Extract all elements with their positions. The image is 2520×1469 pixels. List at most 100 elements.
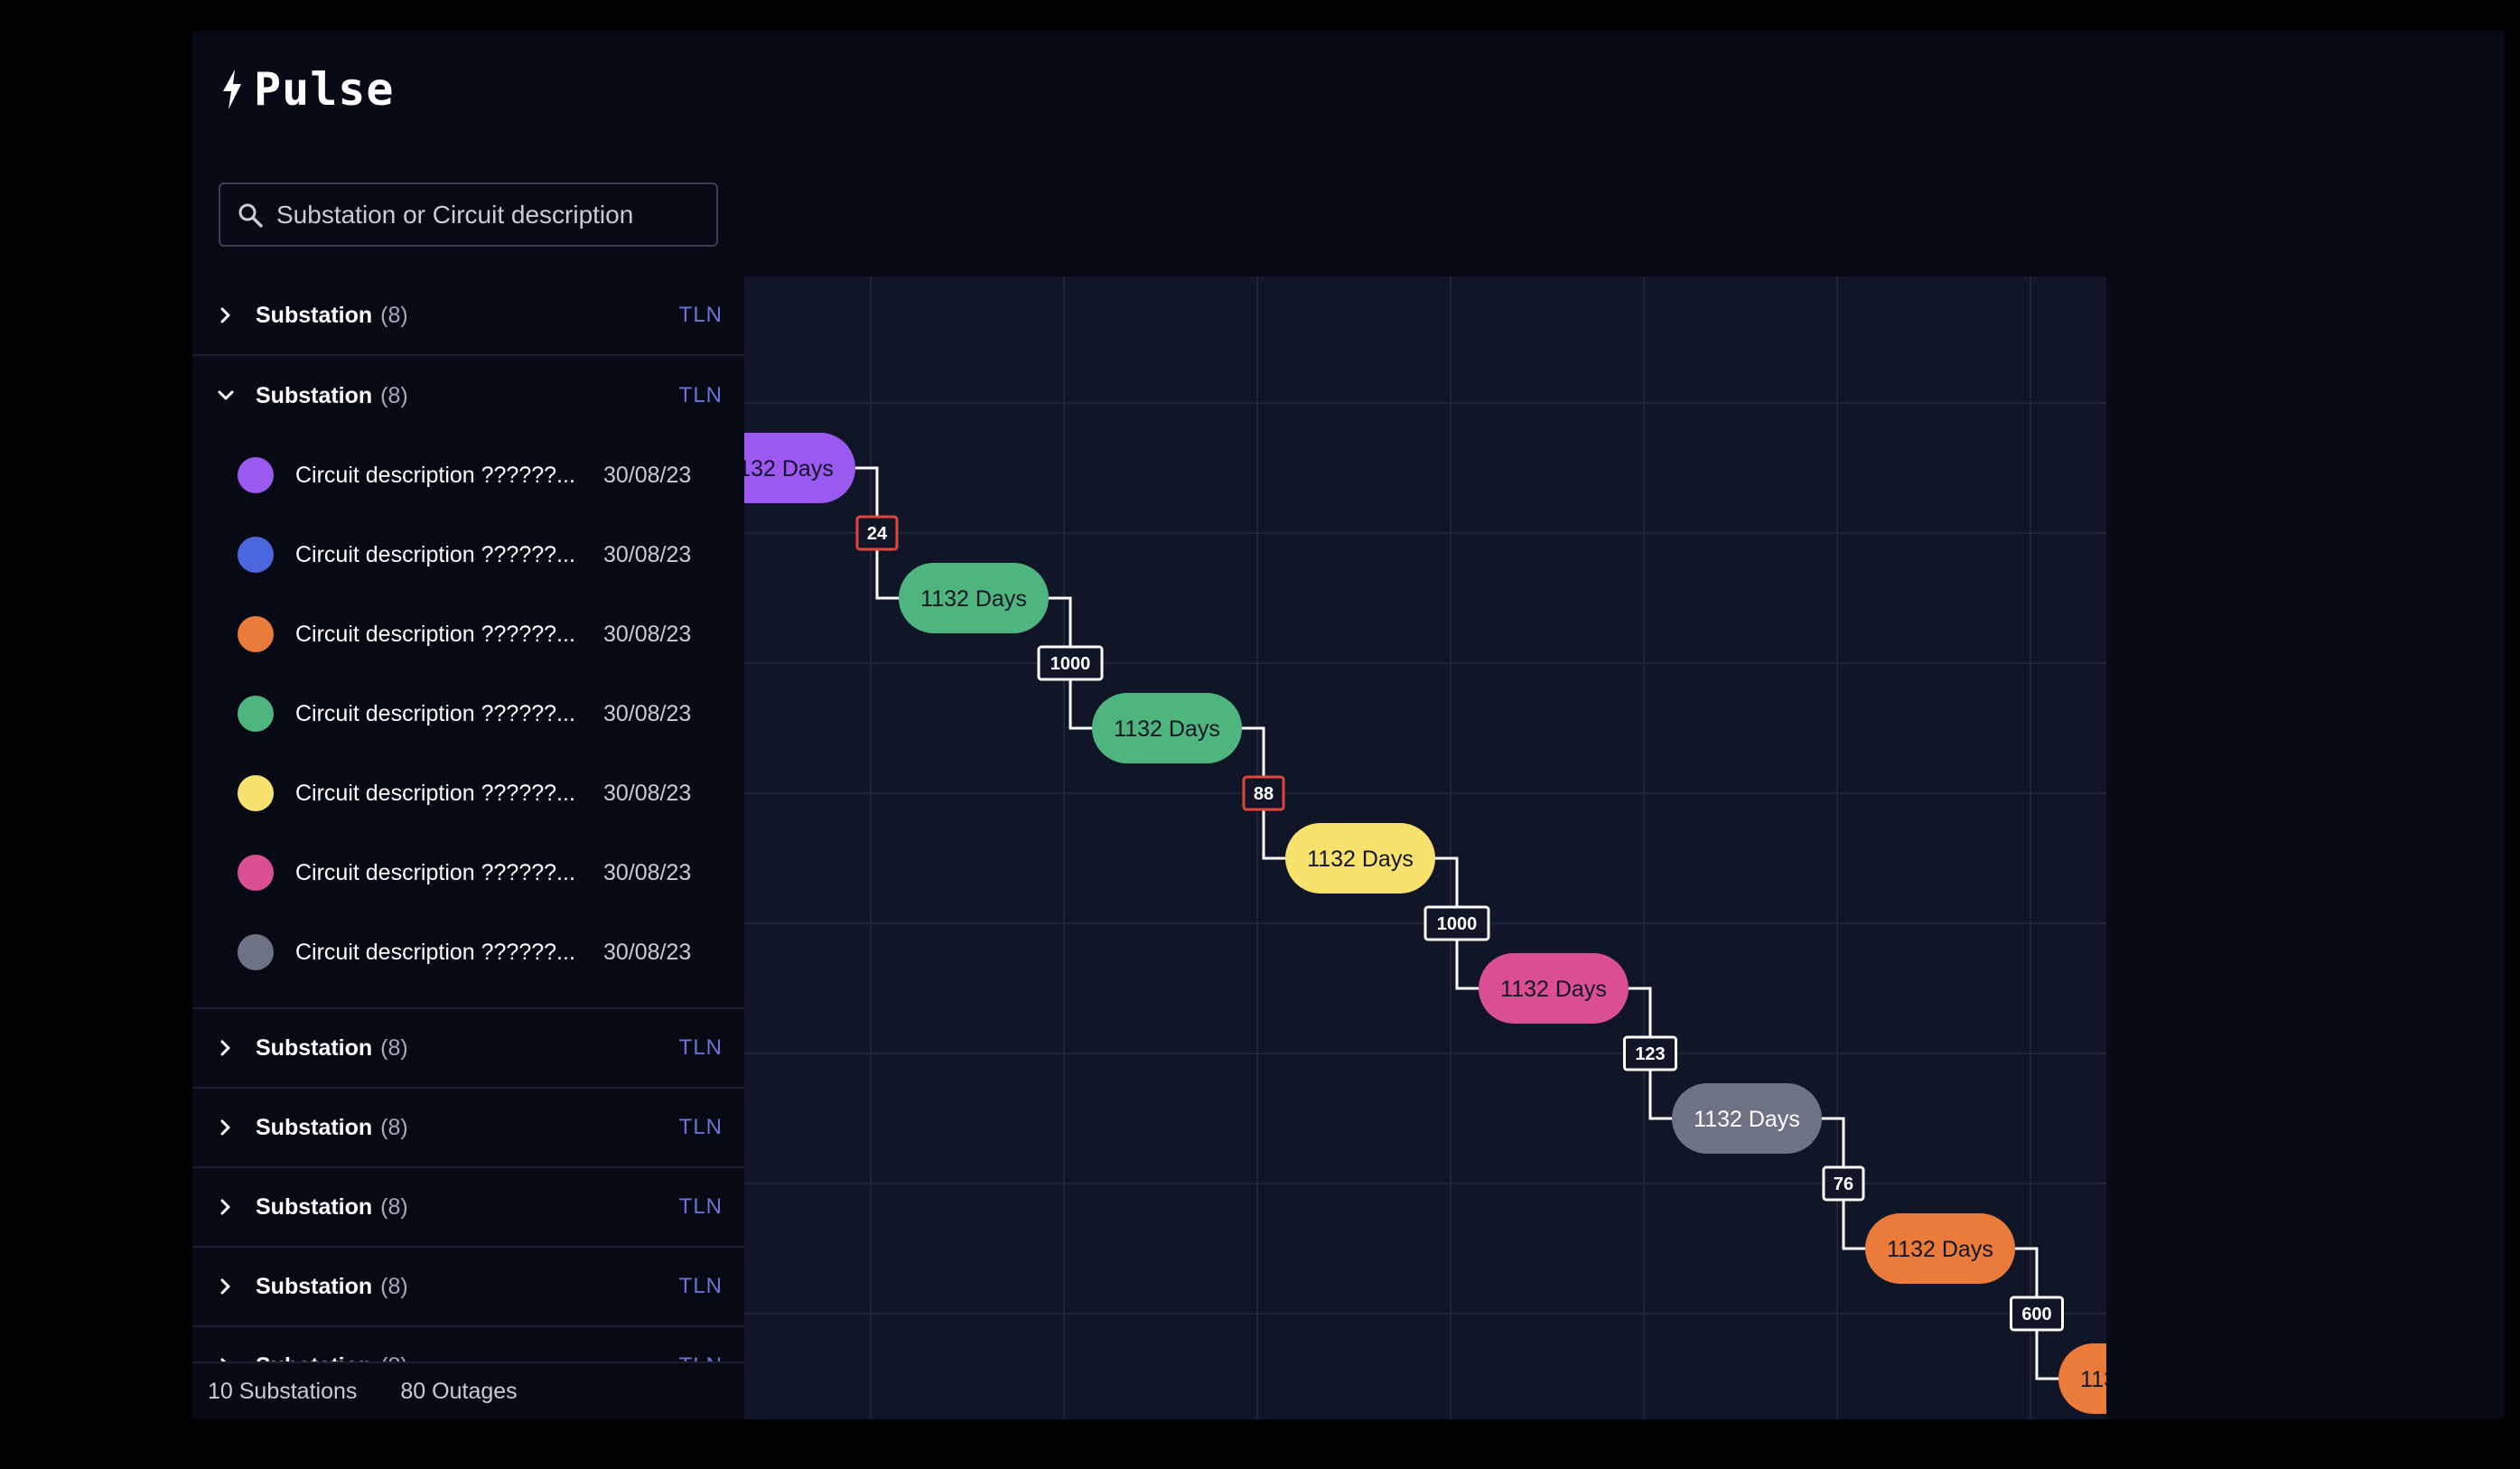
substation-count-badge: (8) bbox=[380, 1114, 408, 1140]
outage-duration-pill[interactable] bbox=[1479, 953, 1629, 1024]
circuit-item[interactable]: Circuit description ??????... 30/08/23 bbox=[192, 594, 744, 674]
substation-group-row[interactable]: Substation (8) TLN bbox=[192, 1168, 744, 1248]
substation-tag[interactable]: TLN bbox=[678, 1194, 723, 1219]
gap-badge-label: 76 bbox=[1834, 1174, 1853, 1194]
app-name: Pulse bbox=[254, 63, 395, 116]
gap-badge-label: 123 bbox=[1635, 1044, 1665, 1064]
outage-duration-label: 1132 Days bbox=[2080, 1367, 2106, 1392]
list-footer: 10 Substations 80 Outages bbox=[192, 1361, 744, 1419]
outage-duration-label: 1132 Days bbox=[1694, 1107, 1800, 1132]
circuit-label: Circuit description ??????... bbox=[295, 462, 575, 488]
outage-duration-label: 1132 Days bbox=[1114, 716, 1220, 742]
circuit-item[interactable]: Circuit description ??????... 30/08/23 bbox=[192, 674, 744, 753]
circuit-date: 30/08/23 bbox=[603, 621, 692, 647]
substation-count-badge: (8) bbox=[380, 1034, 408, 1061]
outage-duration-label: 1132 Days bbox=[744, 456, 834, 482]
circuit-color-dot bbox=[238, 537, 274, 573]
substation-tag[interactable]: TLN bbox=[678, 303, 723, 327]
substation-title: Substation bbox=[256, 1193, 373, 1220]
circuit-item[interactable]: Circuit description ??????... 30/08/23 bbox=[192, 833, 744, 912]
circuit-color-dot bbox=[238, 775, 274, 811]
gap-badge-label: 1000 bbox=[1050, 654, 1091, 674]
gap-badge bbox=[2010, 1296, 2064, 1332]
timeline-pills: 1132 Days 1132 Days 1132 Days 1132 Days 1132… bbox=[744, 433, 2106, 1414]
chevron-right-icon bbox=[220, 1040, 230, 1056]
outage-timeline[interactable]: 1132 Days 1132 Days 1132 Days 1132 Days 1132… bbox=[744, 276, 2106, 1419]
outage-duration-pill[interactable] bbox=[744, 433, 855, 503]
circuit-color-dot bbox=[238, 457, 274, 493]
substation-group-row[interactable]: Substation (8) TLN bbox=[192, 276, 744, 356]
substation-group-row[interactable]: Substation (8) TLN bbox=[192, 1248, 744, 1327]
circuit-label: Circuit description ??????... bbox=[295, 859, 575, 885]
circuit-color-dot bbox=[238, 616, 274, 652]
substation-title: Substation bbox=[256, 1034, 373, 1061]
app-logo[interactable]: Pulse bbox=[219, 63, 395, 116]
substation-group-row[interactable]: Substation (8) TLN bbox=[192, 1089, 744, 1168]
chevron-down-icon bbox=[218, 390, 234, 400]
chevron-right-icon bbox=[220, 307, 230, 323]
chevron-right-icon bbox=[220, 1278, 230, 1295]
outage-duration-pill[interactable] bbox=[1092, 693, 1242, 763]
substation-tag[interactable]: TLN bbox=[678, 1115, 723, 1139]
circuit-item[interactable]: Circuit description ??????... 30/08/23 bbox=[192, 515, 744, 594]
gap-badge bbox=[1423, 905, 1490, 941]
outage-duration-pill[interactable] bbox=[1672, 1083, 1822, 1154]
circuit-list: Circuit description ??????... 30/08/23 Cir… bbox=[192, 435, 744, 1009]
substation-tag[interactable]: TLN bbox=[678, 1274, 723, 1298]
circuit-date: 30/08/23 bbox=[603, 780, 692, 806]
circuit-item[interactable]: Circuit description ??????... 30/08/23 bbox=[192, 435, 744, 515]
app-window: Pulse Substation (8) TLN Substation (8) TLN Ci… bbox=[192, 31, 2505, 1419]
outage-duration-label: 1132 Days bbox=[920, 586, 1027, 612]
search-input[interactable] bbox=[275, 199, 716, 230]
circuit-color-dot bbox=[238, 855, 274, 891]
circuit-date: 30/08/23 bbox=[603, 859, 692, 885]
outage-duration-label: 1132 Days bbox=[1887, 1237, 1993, 1262]
substation-count-badge: (8) bbox=[380, 1193, 408, 1220]
circuit-label: Circuit description ??????... bbox=[295, 700, 575, 726]
gap-badge-label: 600 bbox=[2021, 1305, 2051, 1324]
circuit-label: Circuit description ??????... bbox=[295, 541, 575, 567]
gap-badge-alert bbox=[855, 515, 899, 551]
gap-badge-alert bbox=[1242, 775, 1285, 811]
substation-tag[interactable]: TLN bbox=[678, 1035, 723, 1060]
circuit-label: Circuit description ??????... bbox=[295, 780, 575, 806]
circuit-label: Circuit description ??????... bbox=[295, 621, 575, 647]
chevron-right-icon bbox=[220, 1199, 230, 1215]
outage-duration-label: 1132 Days bbox=[1500, 977, 1607, 1002]
circuit-item[interactable]: Circuit description ??????... 30/08/23 bbox=[192, 912, 744, 992]
substation-list: Substation (8) TLN Substation (8) TLN Circuit … bbox=[192, 276, 744, 1390]
substation-tag[interactable]: TLN bbox=[678, 383, 723, 407]
gap-badge bbox=[1037, 645, 1104, 681]
outage-duration-label: 1132 Days bbox=[1307, 847, 1414, 872]
substation-title: Substation bbox=[256, 1273, 373, 1299]
gap-badge-label: 1000 bbox=[1437, 914, 1478, 934]
substation-title: Substation bbox=[256, 1114, 373, 1140]
circuit-color-dot bbox=[238, 696, 274, 732]
outage-count: 80 Outages bbox=[400, 1378, 518, 1404]
outage-duration-pill[interactable] bbox=[899, 563, 1049, 633]
circuit-item[interactable]: Circuit description ??????... 30/08/23 bbox=[192, 753, 744, 833]
timeline-canvas: 1132 Days 1132 Days 1132 Days 1132 Days 1132… bbox=[744, 276, 2106, 1419]
circuit-color-dot bbox=[238, 934, 274, 970]
gap-badge bbox=[1822, 1165, 1865, 1202]
search-icon bbox=[238, 203, 263, 228]
outage-duration-pill[interactable] bbox=[1285, 823, 1435, 894]
outage-duration-pill[interactable] bbox=[1865, 1213, 2015, 1284]
circuit-date: 30/08/23 bbox=[603, 700, 692, 726]
gap-badge-label: 24 bbox=[867, 524, 888, 544]
chevron-right-icon bbox=[220, 1119, 230, 1136]
outage-duration-pill[interactable] bbox=[2058, 1343, 2106, 1414]
substation-group-row[interactable]: Substation (8) TLN bbox=[192, 1009, 744, 1089]
search-box[interactable] bbox=[219, 182, 718, 247]
substation-group-row[interactable]: Substation (8) TLN bbox=[192, 356, 744, 435]
lightning-bolt-icon bbox=[223, 70, 241, 109]
gap-badge-label: 88 bbox=[1254, 784, 1274, 804]
timeline-gap-badges: 24 1000 88 1000 123 76 600 bbox=[855, 515, 2064, 1332]
substation-count-badge: (8) bbox=[380, 302, 408, 328]
circuit-label: Circuit description ??????... bbox=[295, 939, 575, 965]
circuit-date: 30/08/23 bbox=[603, 541, 692, 567]
circuit-date: 30/08/23 bbox=[603, 462, 692, 488]
circuit-date: 30/08/23 bbox=[603, 939, 692, 965]
substation-title: Substation bbox=[256, 382, 373, 408]
substation-count: 10 Substations bbox=[208, 1378, 358, 1404]
